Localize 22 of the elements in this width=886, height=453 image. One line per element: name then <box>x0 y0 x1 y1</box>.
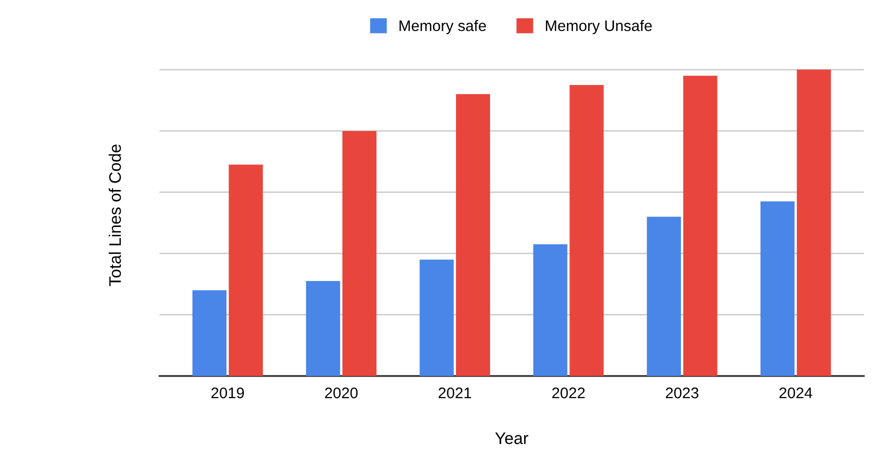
bar <box>796 70 831 376</box>
x-tick-label: 2021 <box>438 388 472 398</box>
legend-label: Memory safe <box>400 20 486 34</box>
bar <box>646 216 681 376</box>
x-axis-title: Year <box>495 432 528 444</box>
y-axis-title: Total Lines of Code <box>108 144 121 286</box>
bar <box>228 164 263 376</box>
x-tick-label: 2020 <box>325 388 358 398</box>
x-tick-label: 2022 <box>552 388 585 398</box>
bar <box>420 260 454 376</box>
x-tick-label: 2024 <box>779 388 812 398</box>
x-tick-label: 2023 <box>666 388 698 398</box>
bar <box>533 244 568 376</box>
x-tick-label: 2019 <box>211 388 244 398</box>
bar <box>306 281 340 376</box>
legend-label: Memory Unsafe <box>546 20 652 34</box>
bar <box>192 290 227 376</box>
bar <box>456 94 490 376</box>
bar <box>570 84 604 376</box>
bar <box>683 76 718 376</box>
bar <box>342 130 376 376</box>
bar <box>760 201 795 376</box>
